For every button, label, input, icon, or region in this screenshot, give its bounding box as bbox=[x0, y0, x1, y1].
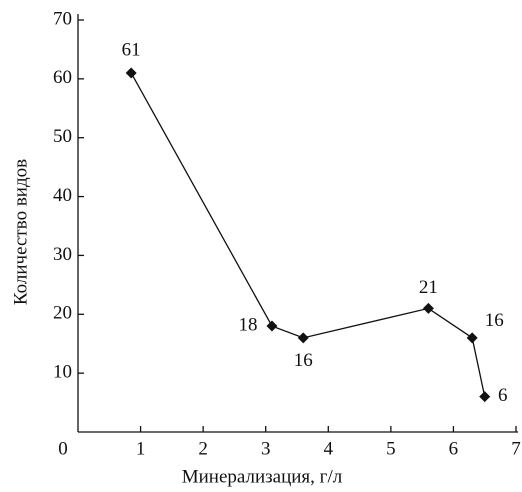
x-tick-label: 6 bbox=[449, 438, 459, 459]
y-tick-label: 60 bbox=[53, 67, 72, 88]
data-point bbox=[297, 332, 309, 344]
y-tick-label: 30 bbox=[53, 244, 72, 265]
data-point bbox=[125, 67, 137, 79]
y-tick-label: 70 bbox=[53, 8, 72, 29]
x-tick-label: 2 bbox=[198, 438, 208, 459]
x-tick-label: 0 bbox=[58, 438, 68, 459]
x-tick-label: 4 bbox=[324, 438, 334, 459]
x-tick-label: 3 bbox=[261, 438, 271, 459]
data-label: 6 bbox=[498, 385, 508, 406]
data-label: 16 bbox=[485, 310, 504, 331]
x-tick-label: 5 bbox=[386, 438, 396, 459]
data-point bbox=[422, 302, 434, 314]
data-label: 61 bbox=[122, 39, 141, 60]
data-label: 18 bbox=[238, 314, 257, 335]
y-axis-title: Количество видов bbox=[10, 159, 31, 305]
data-point bbox=[266, 320, 278, 332]
series-line bbox=[130, 72, 486, 397]
data-label: 16 bbox=[294, 350, 313, 371]
y-tick-label: 50 bbox=[53, 126, 72, 147]
data-point bbox=[479, 391, 491, 403]
x-tick-label: 1 bbox=[136, 438, 146, 459]
y-tick-label: 10 bbox=[53, 362, 72, 383]
data-label: 21 bbox=[419, 277, 438, 298]
data-point bbox=[466, 332, 478, 344]
x-tick-label: 7 bbox=[511, 438, 521, 459]
y-tick-label: 20 bbox=[53, 303, 72, 324]
x-axis-title: Минерализация, г/л bbox=[182, 466, 343, 487]
y-tick-label: 40 bbox=[53, 185, 72, 206]
